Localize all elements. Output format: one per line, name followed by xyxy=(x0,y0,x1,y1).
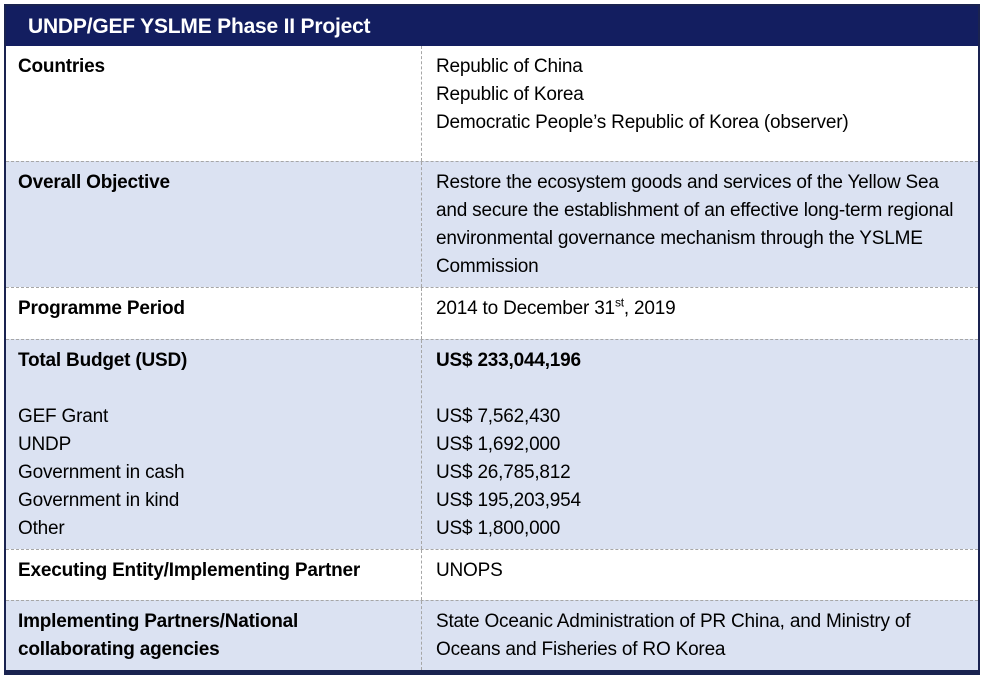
executing-entity-label: Executing Entity/Implementing Partner xyxy=(18,560,361,581)
budget-item-amount: US$ 1,800,000 xyxy=(436,518,561,539)
countries-value: Republic of China Republic of Korea Demo… xyxy=(421,46,978,161)
budget-item-name: GEF Grant xyxy=(18,406,109,427)
table-row-programme-period: Programme Period 2014 to December 31st, … xyxy=(6,287,978,339)
country-line: Democratic People’s Republic of Korea (o… xyxy=(436,112,849,133)
budget-value-cell: US$ 233,044,196 US$ 7,562,430 US$ 1,692,… xyxy=(421,340,978,549)
implementing-partners-value: State Oceanic Administration of PR China… xyxy=(421,601,978,670)
period-text-suffix: , 2019 xyxy=(623,298,676,319)
countries-label: Countries xyxy=(18,56,105,77)
period-text: 2014 to December 31 xyxy=(436,298,615,319)
programme-period-label: Programme Period xyxy=(18,298,185,319)
budget-item-amount: US$ 1,692,000 xyxy=(436,434,561,455)
budget-item-name: Other xyxy=(18,518,65,539)
country-line: Republic of Korea xyxy=(436,84,584,105)
executing-entity-value: UNOPS xyxy=(421,550,978,600)
budget-item-name: UNDP xyxy=(18,434,72,455)
overall-objective-value: Restore the ecosystem goods and services… xyxy=(421,162,978,287)
table-row-total-budget: Total Budget (USD) GEF Grant UNDP Govern… xyxy=(6,339,978,549)
total-budget-label: Total Budget (USD) xyxy=(18,350,188,371)
programme-period-value: 2014 to December 31st, 2019 xyxy=(421,288,978,339)
spacer-line xyxy=(18,375,409,403)
spacer-line xyxy=(436,375,964,403)
budget-item-amount: US$ 26,785,812 xyxy=(436,462,571,483)
table-title-bar: UNDP/GEF YSLME Phase II Project xyxy=(6,6,978,46)
table-row-implementing-partners: Implementing Partners/National collabora… xyxy=(6,600,978,670)
table-row-overall-objective: Overall Objective Restore the ecosystem … xyxy=(6,161,978,287)
country-line: Republic of China xyxy=(436,56,583,77)
total-budget-amount: US$ 233,044,196 xyxy=(436,350,581,371)
budget-item-name: Government in cash xyxy=(18,462,185,483)
table-row-countries: Countries Republic of China Republic of … xyxy=(6,46,978,161)
budget-item-name: Government in kind xyxy=(18,490,180,511)
project-summary-table: UNDP/GEF YSLME Phase II Project Countrie… xyxy=(4,4,980,675)
implementing-partners-label: Implementing Partners/National collabora… xyxy=(18,611,299,660)
period-ordinal-superscript: st xyxy=(614,295,624,310)
budget-label-cell: Total Budget (USD) GEF Grant UNDP Govern… xyxy=(6,340,421,549)
overall-objective-label: Overall Objective xyxy=(18,172,170,193)
table-row-executing-entity: Executing Entity/Implementing Partner UN… xyxy=(6,549,978,600)
budget-item-amount: US$ 7,562,430 xyxy=(436,406,561,427)
budget-item-amount: US$ 195,203,954 xyxy=(436,490,581,511)
